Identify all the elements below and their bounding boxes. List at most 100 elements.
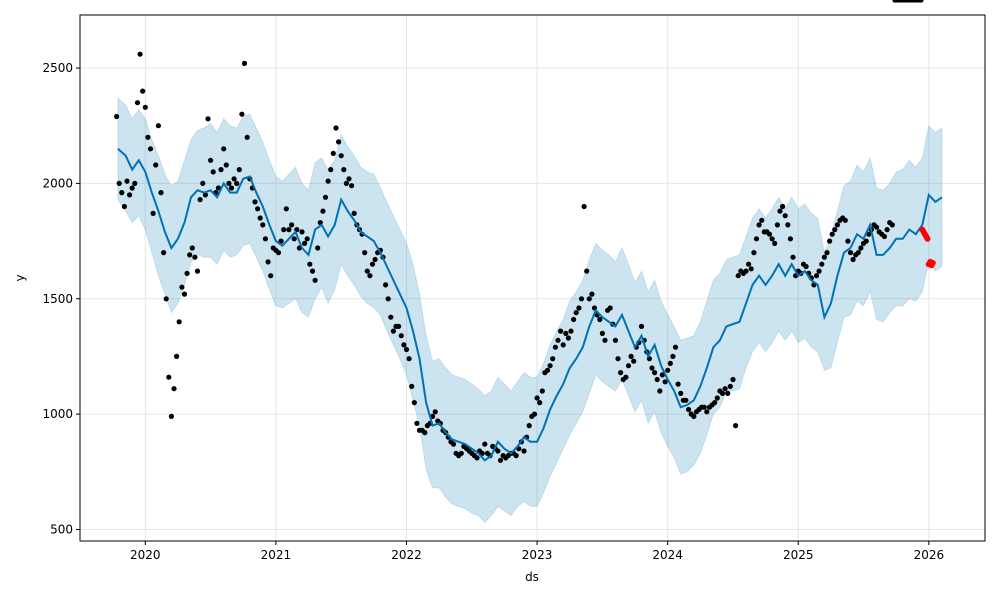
- observed-point: [733, 423, 739, 429]
- observed-point: [184, 270, 190, 276]
- observed-point: [803, 263, 809, 270]
- observed-point: [367, 273, 373, 279]
- observed-point: [309, 268, 316, 274]
- observed-point: [432, 409, 438, 415]
- observed-point: [330, 150, 336, 156]
- x-tick-label: 2021: [261, 548, 292, 562]
- observed-point: [824, 250, 830, 256]
- test-point: [929, 260, 936, 266]
- observed-point: [260, 222, 266, 228]
- observed-point: [205, 116, 211, 122]
- observed-point: [748, 266, 754, 272]
- observed-point: [200, 180, 206, 186]
- observed-point: [813, 273, 820, 279]
- observed-point: [845, 238, 851, 244]
- observed-point: [787, 236, 794, 242]
- observed-point: [884, 227, 890, 233]
- observed-point: [176, 319, 182, 325]
- y-tick-label: 500: [50, 522, 73, 536]
- observed-point: [683, 397, 689, 403]
- x-tick-label: 2023: [522, 548, 553, 562]
- observed-point: [597, 316, 603, 323]
- observed-point: [338, 153, 344, 159]
- observed-point: [142, 104, 148, 110]
- observed-point: [218, 167, 224, 173]
- observed-point: [208, 157, 214, 163]
- observed-point: [349, 183, 355, 189]
- observed-point: [403, 346, 410, 353]
- observed-point: [458, 450, 464, 456]
- observed-point: [821, 254, 828, 260]
- observed-point: [874, 224, 880, 230]
- observed-point: [578, 296, 585, 302]
- observed-point: [552, 344, 559, 350]
- observed-point: [450, 441, 457, 447]
- observed-point: [858, 245, 864, 251]
- observed-point: [675, 381, 681, 387]
- observed-point: [584, 268, 590, 274]
- observed-point: [163, 296, 169, 302]
- observed-point: [409, 383, 415, 389]
- observed-point: [704, 409, 710, 415]
- observed-point: [756, 222, 762, 228]
- observed-point: [401, 342, 407, 348]
- observed-point: [388, 314, 394, 320]
- observed-point: [850, 256, 856, 263]
- observed-point: [351, 210, 357, 216]
- observed-point: [866, 231, 872, 237]
- observed-point: [759, 217, 765, 223]
- observed-point: [281, 227, 287, 233]
- x-tick-label: 2024: [652, 548, 683, 562]
- observed-point: [302, 240, 308, 246]
- observed-point: [855, 250, 861, 256]
- observed-point: [189, 245, 195, 251]
- observed-point: [834, 222, 841, 228]
- observed-point: [615, 356, 621, 362]
- observed-point: [234, 180, 240, 186]
- observed-point: [362, 250, 368, 256]
- observed-point: [304, 236, 310, 242]
- observed-point: [746, 261, 752, 267]
- observed-point: [631, 358, 637, 364]
- observed-point: [291, 236, 297, 242]
- observed-point: [346, 176, 352, 182]
- observed-point: [751, 250, 757, 256]
- observed-point: [777, 208, 783, 214]
- observed-point: [396, 323, 402, 329]
- observed-point: [315, 245, 321, 251]
- observed-point: [628, 353, 634, 359]
- observed-point: [568, 328, 574, 334]
- observed-point: [819, 261, 825, 267]
- observed-point: [257, 215, 263, 221]
- observed-point: [422, 430, 428, 436]
- observed-point: [289, 222, 295, 228]
- observed-point: [158, 190, 164, 196]
- observed-point: [526, 423, 532, 429]
- observed-point: [283, 206, 289, 212]
- observed-point: [171, 386, 177, 392]
- observed-point: [145, 134, 151, 140]
- observed-point: [547, 363, 553, 369]
- observed-point: [531, 411, 538, 417]
- observed-point: [341, 167, 347, 173]
- observed-point: [406, 356, 412, 362]
- observed-point: [155, 123, 161, 129]
- observed-point: [194, 268, 201, 274]
- observed-point: [223, 162, 229, 168]
- observed-point: [127, 192, 133, 198]
- observed-point: [555, 337, 561, 343]
- x-tick-label: 2026: [914, 548, 945, 562]
- y-tick-label: 2500: [42, 61, 73, 75]
- plot-frame: [79, 14, 986, 542]
- observed-point: [262, 236, 268, 242]
- observed-point: [534, 395, 540, 401]
- observed-point: [544, 367, 551, 373]
- observed-point: [385, 296, 391, 302]
- observed-point: [537, 400, 543, 406]
- observed-point: [179, 284, 185, 290]
- observed-point: [623, 374, 629, 380]
- y-tick-label: 1500: [42, 292, 73, 306]
- y-axis-ticks: 500 1000 1500 2000 2500: [42, 61, 80, 536]
- observed-point: [221, 146, 227, 152]
- observed-point: [479, 450, 485, 456]
